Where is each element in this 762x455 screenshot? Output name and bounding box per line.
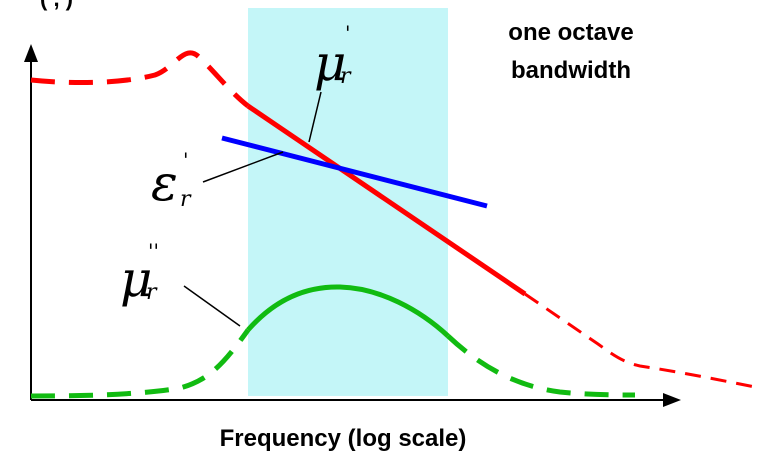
x-axis-label: Frequency (log scale): [220, 425, 467, 452]
mu-double-prime-leader: [183, 285, 241, 327]
mu-double-prime-sub: r: [146, 280, 158, 305]
x-axis-arrow: [663, 393, 681, 407]
mu-prime-leader: [308, 91, 322, 143]
mu-prime-curve-dashed-right: [524, 292, 761, 390]
eps-prime-mark: ': [183, 148, 189, 172]
mu-prime-base: μ: [314, 34, 347, 92]
mu-prime-curve-solid: [246, 103, 527, 297]
mu-double-prime-curve-solid: [246, 284, 450, 338]
eps-prime-label: ε r ': [151, 148, 192, 212]
eps-prime-leader: [202, 151, 284, 183]
eps-prime-base: ε: [151, 154, 178, 212]
y-axis-arrow: [24, 44, 38, 62]
octave-band: [248, 8, 448, 396]
mu-double-prime-mark: '': [148, 239, 159, 263]
band-label-line1: one octave: [508, 19, 633, 46]
band-label-line2: bandwidth: [511, 57, 631, 84]
eps-prime-curve: [221, 135, 488, 209]
mu-double-prime-base: μ: [120, 250, 153, 308]
mu-prime-sub: r: [340, 64, 352, 89]
mu-double-prime-curve-dashed-left: [30, 328, 251, 399]
eps-prime-sub: r: [180, 187, 192, 212]
mu-double-prime-curve-dashed-right: [446, 334, 636, 398]
top-left-fragment: ( , ): [40, 0, 73, 11]
mu-prime-label: μ r ': [314, 21, 352, 92]
mu-double-prime-label: μ r '': [120, 239, 159, 308]
mu-prime-curve-dashed-left: [30, 50, 250, 108]
mu-prime-mark: ': [345, 21, 351, 45]
